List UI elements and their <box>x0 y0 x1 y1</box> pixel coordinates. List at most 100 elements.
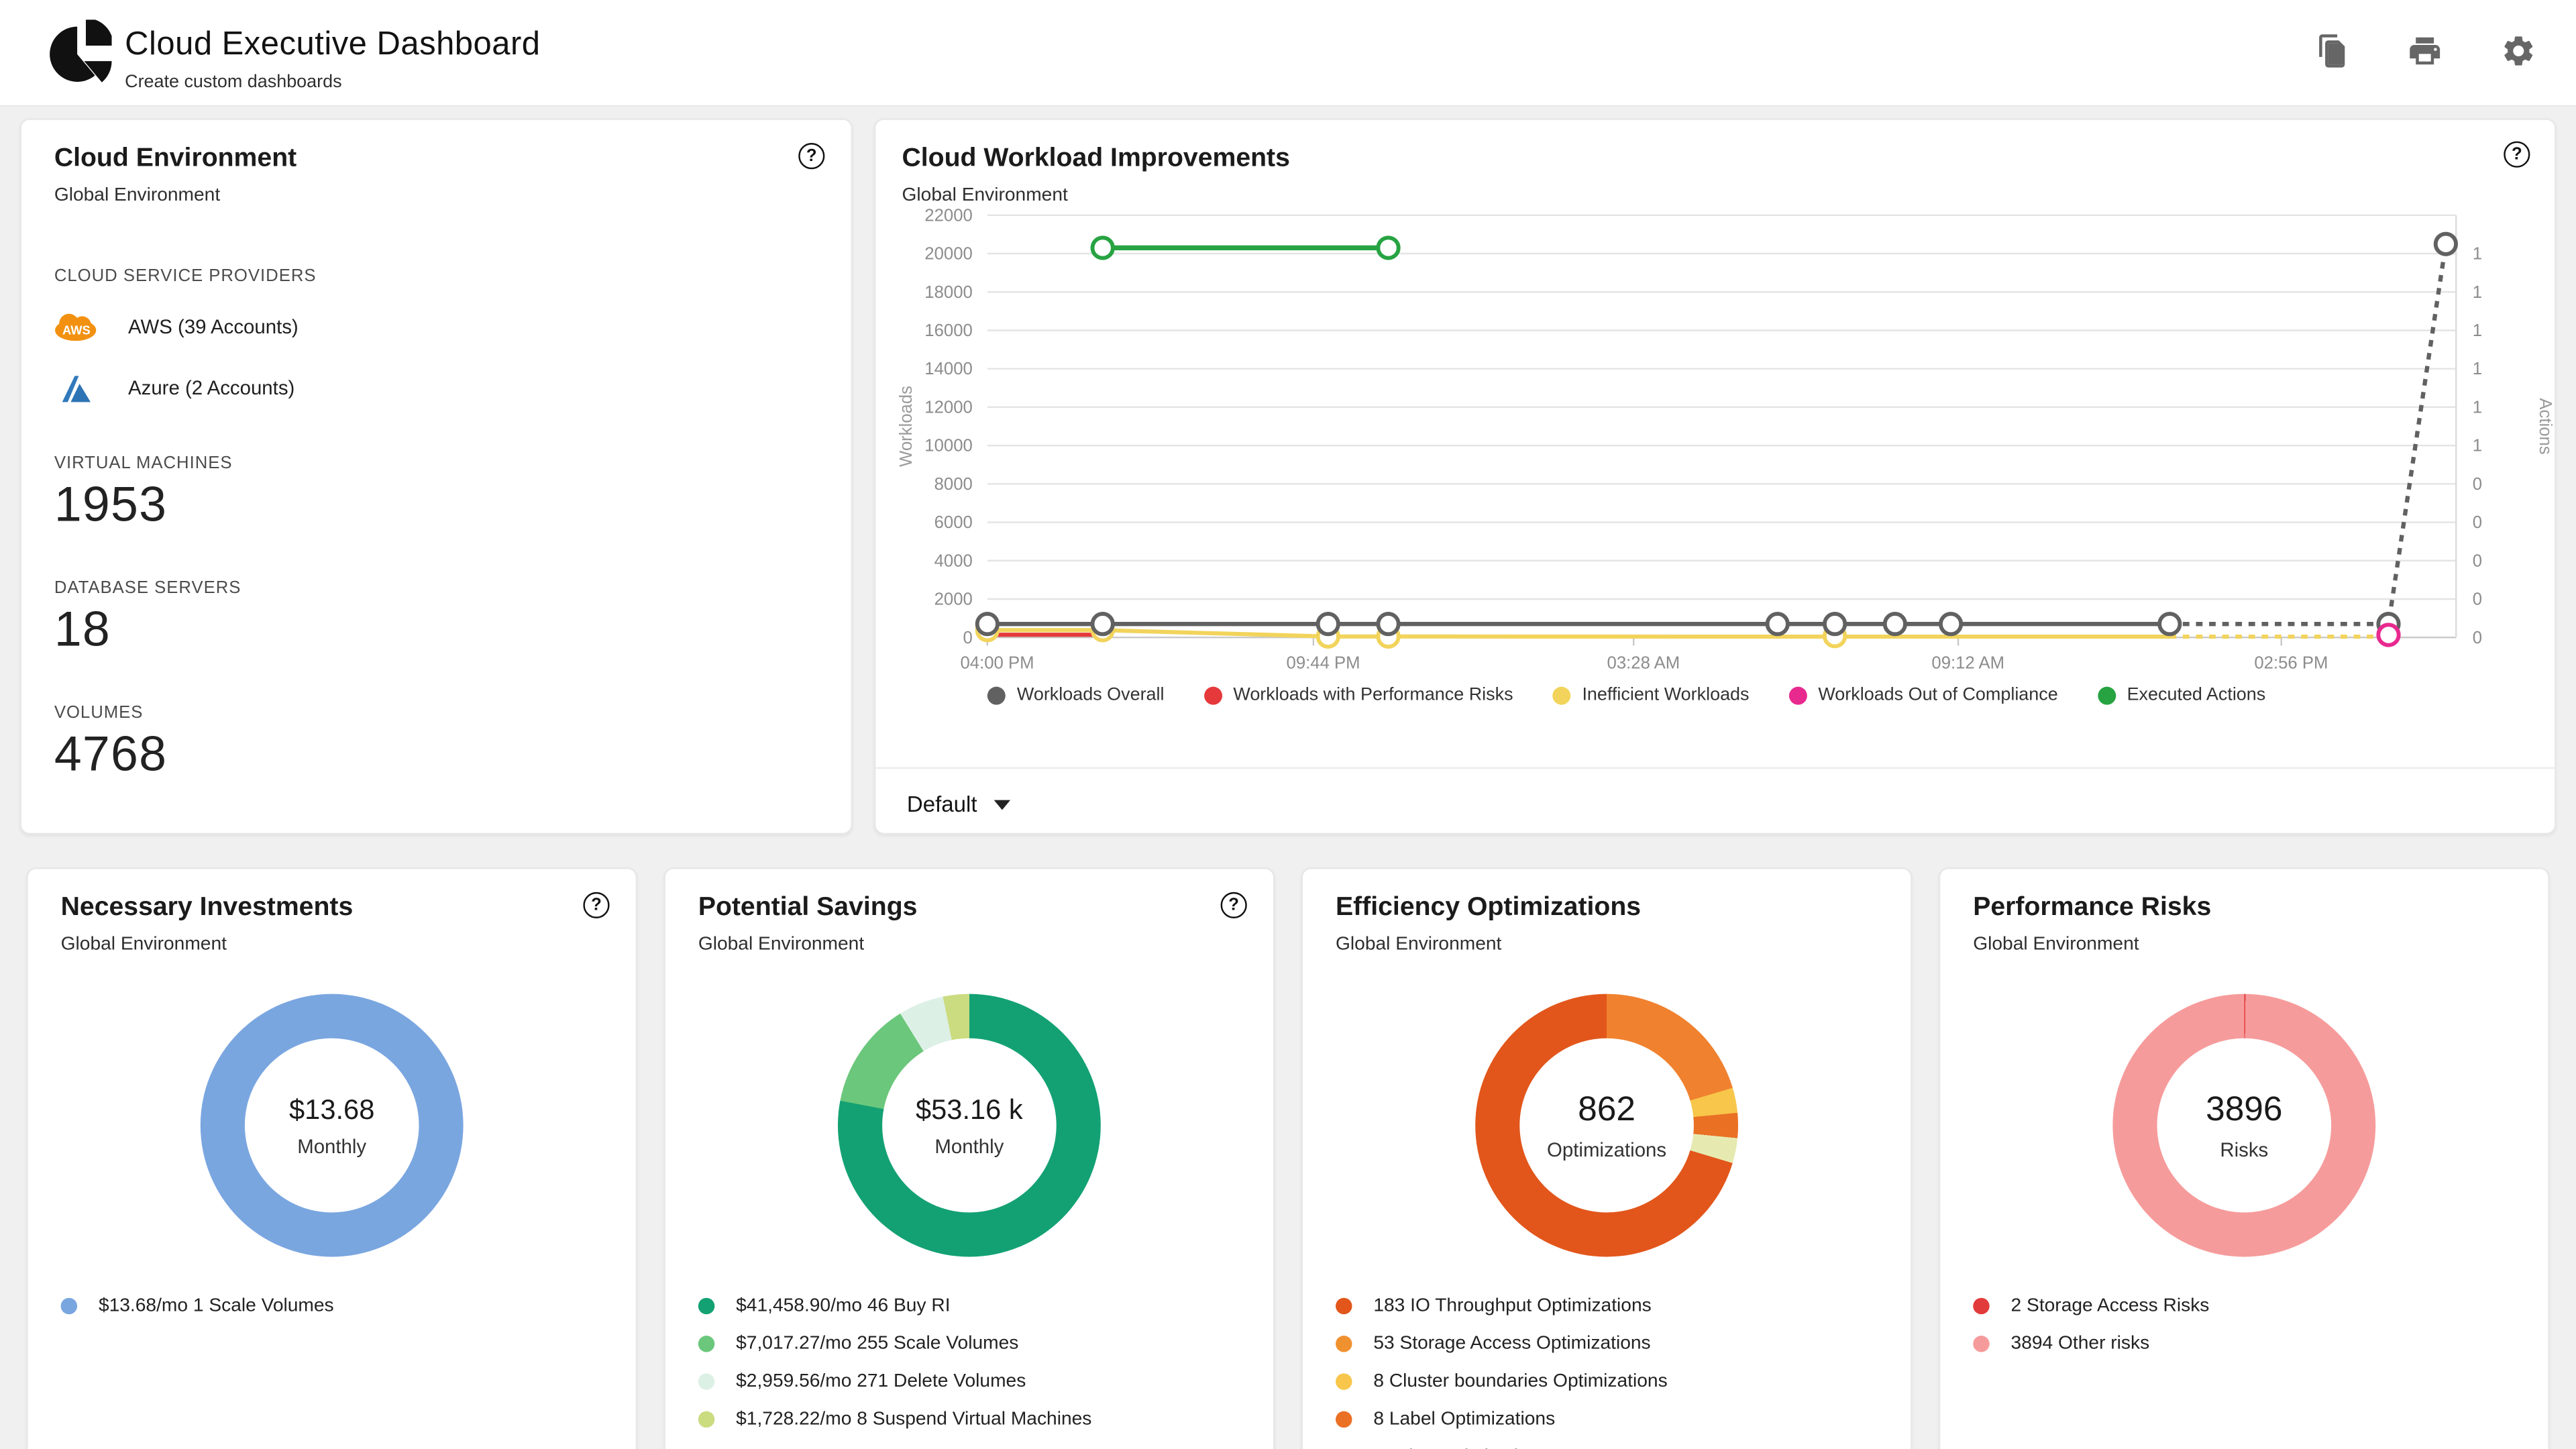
legend-label: Executed Actions <box>2127 685 2266 705</box>
help-icon[interactable]: ? <box>583 892 610 918</box>
card-title: Cloud Environment <box>54 144 297 173</box>
legend-item[interactable]: Workloads with Performance Risks <box>1203 685 1513 705</box>
legend-item[interactable]: 8 Label Optimizations <box>1336 1409 1878 1430</box>
card-subtitle: Global Environment <box>902 185 1068 206</box>
svg-text:0: 0 <box>2473 475 2482 494</box>
legend-label: Inefficient Workloads <box>1582 685 1750 705</box>
cloud-environment-card: Cloud Environment ? Global Environment C… <box>19 118 853 835</box>
legend-label: 53 Storage Access Optimizations <box>1373 1334 1651 1354</box>
stat-label: VOLUMES <box>54 703 144 723</box>
svg-text:6000: 6000 <box>934 513 973 532</box>
svg-text:02:56 PM: 02:56 PM <box>2254 654 2328 673</box>
svg-text:09:44 PM: 09:44 PM <box>1287 654 1360 673</box>
aws-icon: AWS <box>55 313 97 341</box>
legend-item[interactable]: Executed Actions <box>2097 685 2266 705</box>
legend-label: 8 Cluster boundaries Optimizations <box>1373 1371 1668 1392</box>
legend-item[interactable]: 8 Taint Optimizations <box>1336 1448 1878 1449</box>
svg-text:AWS: AWS <box>62 323 91 337</box>
legend-item[interactable]: 53 Storage Access Optimizations <box>1336 1334 1878 1354</box>
chevron-down-icon <box>994 799 1010 810</box>
legend-item[interactable]: $1,728.22/mo 8 Suspend Virtual Machines <box>698 1409 1240 1430</box>
card-subtitle: Global Environment <box>54 185 221 206</box>
investments-donut-chart: $13.68 Monthly <box>200 994 464 1257</box>
help-icon[interactable]: ? <box>1220 892 1247 918</box>
necessary-investments-card: Necessary Investments ? Global Environme… <box>26 867 638 1449</box>
legend-dot <box>60 1297 78 1315</box>
legend-item[interactable]: Workloads Overall <box>987 685 1165 705</box>
settings-gear-icon[interactable] <box>2500 33 2536 69</box>
card-legend: 183 IO Throughput Optimizations 53 Storag… <box>1336 1296 1878 1449</box>
legend-item[interactable]: $2,959.56/mo 271 Delete Volumes <box>698 1372 1240 1391</box>
svg-text:16000: 16000 <box>924 321 972 340</box>
svg-text:0: 0 <box>2473 513 2482 532</box>
legend-label: 2 Storage Access Risks <box>2010 1296 2210 1316</box>
svg-text:18000: 18000 <box>924 283 972 302</box>
legend-item[interactable]: 183 IO Throughput Optimizations <box>1336 1296 1878 1316</box>
stat-label: DATABASE SERVERS <box>54 578 241 598</box>
help-icon[interactable]: ? <box>2504 141 2530 168</box>
legend-dot <box>1552 686 1571 704</box>
legend-label: Workloads with Performance Risks <box>1233 685 1513 705</box>
chart-card-footer: Default <box>875 767 2555 816</box>
svg-text:1: 1 <box>2473 398 2482 417</box>
svg-text:09:12 AM: 09:12 AM <box>1931 654 2004 673</box>
svg-text:0: 0 <box>2473 629 2482 647</box>
legend-dot <box>1788 686 1807 704</box>
svg-text:Actions: Actions <box>2536 398 2555 454</box>
legend-item[interactable]: $13.68/mo 1 Scale Volumes <box>60 1296 603 1316</box>
legend-dot <box>698 1411 715 1428</box>
legend-dot <box>698 1297 715 1315</box>
card-legend: 2 Storage Access Risks 3894 Other risks <box>1973 1296 2515 1354</box>
legend-label: Workloads Overall <box>1016 685 1165 705</box>
legend-item[interactable]: 8 Cluster boundaries Optimizations <box>1336 1372 1878 1391</box>
print-icon[interactable] <box>2407 33 2443 69</box>
svg-text:10000: 10000 <box>924 437 972 455</box>
azure-icon <box>62 376 91 402</box>
svg-text:1: 1 <box>2473 321 2482 340</box>
help-icon[interactable]: ? <box>798 143 825 170</box>
legend-label: $2,959.56/mo 271 Delete Volumes <box>736 1371 1026 1392</box>
legend-label: $7,017.27/mo 255 Scale Volumes <box>736 1334 1019 1354</box>
legend-dot <box>1203 686 1222 704</box>
svg-text:20000: 20000 <box>924 245 972 264</box>
scenario-selector-dropdown[interactable]: Default <box>907 792 2555 816</box>
legend-item[interactable]: Workloads Out of Compliance <box>1788 685 2058 705</box>
legend-label: 183 IO Throughput Optimizations <box>1373 1296 1652 1316</box>
copy-icon[interactable] <box>2313 33 2349 69</box>
legend-dot <box>1336 1411 1352 1428</box>
svg-text:8000: 8000 <box>934 475 973 494</box>
legend-label: 8 Taint Optimizations <box>1373 1448 1548 1449</box>
svg-text:0: 0 <box>963 629 972 647</box>
provider-row-azure: Azure (2 Accounts) <box>54 368 818 408</box>
svg-text:1: 1 <box>2473 360 2482 378</box>
card-subtitle: Global Environment <box>1973 934 2139 955</box>
app-header: Cloud Executive Dashboard Create custom … <box>0 0 2576 107</box>
stat-value-database-servers: 18 <box>54 602 111 657</box>
svg-text:1: 1 <box>2473 283 2482 302</box>
page-title: Cloud Executive Dashboard <box>125 26 541 63</box>
legend-label: $13.68/mo 1 Scale Volumes <box>98 1296 334 1316</box>
donut-center-label: Monthly <box>934 1134 1004 1158</box>
card-legend: $13.68/mo 1 Scale Volumes <box>60 1296 603 1316</box>
legend-item[interactable]: $7,017.27/mo 255 Scale Volumes <box>698 1334 1240 1354</box>
stat-value-volumes: 4768 <box>54 727 168 782</box>
legend-item[interactable]: 3894 Other risks <box>1973 1334 2515 1354</box>
stat-label: VIRTUAL MACHINES <box>54 453 233 474</box>
providers-label: CLOUD SERVICE PROVIDERS <box>54 266 317 286</box>
donut-center-label: Monthly <box>297 1134 367 1158</box>
svg-text:14000: 14000 <box>924 360 972 378</box>
legend-item[interactable]: 2 Storage Access Risks <box>1973 1296 2515 1316</box>
chart-legend: Workloads Overall Workloads with Performa… <box>987 685 2266 705</box>
savings-donut-chart: $53.16 k Monthly <box>837 994 1101 1257</box>
legend-dot <box>2097 686 2116 704</box>
legend-dot <box>698 1373 715 1390</box>
legend-dot <box>1336 1336 1352 1352</box>
legend-item[interactable]: Inefficient Workloads <box>1552 685 1750 705</box>
workload-line-chart: 2200020000180001600014000120001000080006… <box>897 206 2555 673</box>
workload-improvements-card: Cloud Workload Improvements ? Global Env… <box>873 118 2557 835</box>
card-title: Necessary Investments <box>60 894 354 922</box>
legend-item[interactable]: $41,458.90/mo 46 Buy RI <box>698 1296 1240 1316</box>
performance-risks-card: Performance Risks Global Environment 389… <box>1938 867 2550 1449</box>
donut-center-value: 3896 <box>2206 1089 2283 1128</box>
